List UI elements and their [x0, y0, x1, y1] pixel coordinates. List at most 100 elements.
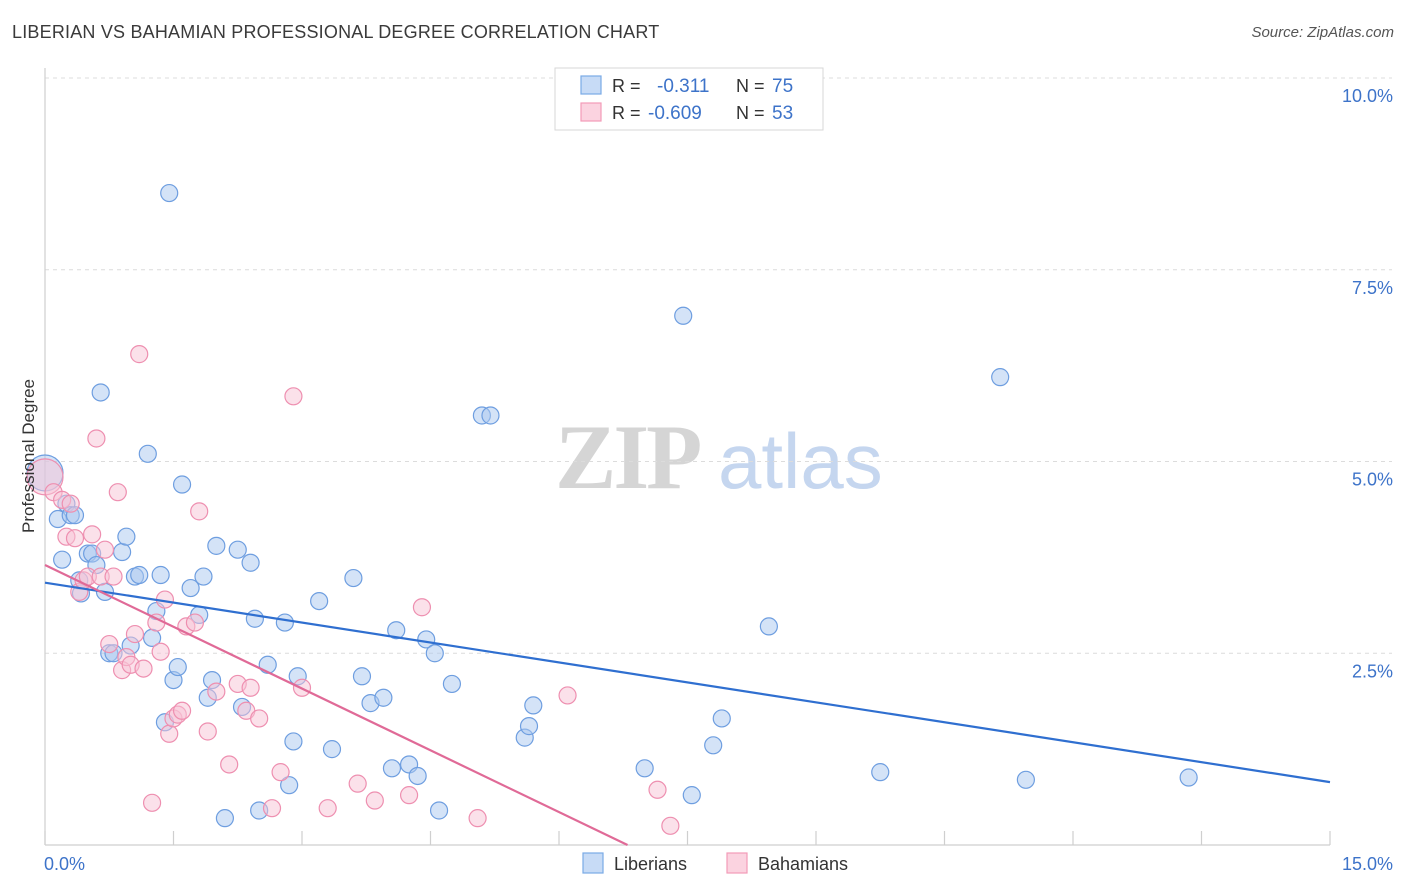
bahamians-point-52 — [661, 816, 680, 835]
liberians-point-34 — [207, 536, 226, 555]
bahamians-point-40 — [262, 799, 282, 818]
liberians-point-70 — [759, 617, 778, 636]
watermark-zip: ZIP — [555, 406, 700, 508]
bottom-legend: Liberians Bahamians — [582, 852, 848, 874]
bahamians-point-26 — [160, 724, 179, 743]
bahamians-point-48 — [412, 598, 432, 617]
liberians-point-39 — [245, 609, 264, 628]
bahamians-point-35 — [220, 755, 239, 774]
bahamians-point-33 — [198, 722, 217, 741]
stats-legend: R = -0.311 N = 75 R = -0.609 N = 53 — [554, 67, 824, 131]
bahamians-point-31 — [185, 613, 205, 632]
y-tick-label-2: 7.5% — [1352, 278, 1393, 298]
bahamians-point-10 — [87, 429, 106, 448]
liberians-point-58 — [429, 801, 449, 820]
y-tick-label-0: 2.5% — [1352, 661, 1393, 681]
trend-lines — [44, 564, 1331, 846]
bahamians-points — [26, 345, 680, 835]
legend-bahamians-label: Bahamians — [758, 854, 848, 874]
bahamians-point-34 — [207, 682, 226, 701]
liberians-point-61 — [481, 406, 500, 425]
legend-liberians-swatch — [582, 852, 604, 874]
bahamians-point-29 — [172, 701, 192, 720]
bahamians-point-32 — [190, 502, 209, 521]
bahamians-point-50 — [558, 686, 577, 705]
bahamians-point-9 — [83, 525, 102, 544]
liberians-point-55 — [408, 766, 427, 786]
liberians-point-49 — [352, 667, 372, 686]
bahamians-point-47 — [399, 786, 419, 805]
liberians-points — [26, 183, 1198, 828]
liberians-r-value: -0.311 — [657, 76, 709, 97]
bahamians-point-38 — [241, 678, 260, 697]
bahamians-n-value: 53 — [772, 103, 793, 124]
liberians-point-72 — [991, 368, 1010, 387]
liberians-point-57 — [425, 644, 444, 663]
liberians-point-19 — [130, 565, 149, 585]
bahamians-point-45 — [348, 774, 367, 793]
bahamians-r-value: -0.609 — [648, 103, 702, 124]
bahamians-point-12 — [95, 540, 115, 559]
liberians-point-29 — [181, 578, 200, 598]
bahamians-point-42 — [284, 387, 303, 406]
x-tick-label-min: 0.0% — [44, 854, 85, 874]
bahamians-point-5 — [65, 529, 85, 548]
liberians-point-35 — [215, 809, 234, 828]
liberians-r-label: R = — [612, 76, 641, 96]
tick-labels: 0.0% 15.0% 2.5% 5.0% 7.5% 10.0% — [44, 86, 1393, 874]
bahamians-point-51 — [648, 780, 667, 799]
liberians-point-51 — [374, 688, 393, 707]
y-axis-label: Professional Degree — [19, 379, 38, 533]
liberians-n-value: 75 — [772, 76, 793, 97]
liberians-point-16 — [117, 527, 136, 546]
liberians-point-71 — [871, 763, 890, 782]
bahamians-point-41 — [271, 763, 290, 782]
liberians-swatch — [580, 75, 602, 95]
liberians-point-73 — [1016, 770, 1035, 789]
y-tick-label-1: 5.0% — [1352, 470, 1393, 490]
liberians-point-25 — [160, 183, 179, 203]
bahamians-point-15 — [108, 483, 127, 502]
bahamians-point-14 — [104, 567, 123, 586]
bahamians-point-21 — [134, 659, 153, 678]
liberians-point-74 — [1179, 768, 1198, 787]
bahamians-point-39 — [250, 709, 269, 728]
liberians-point-11 — [91, 383, 110, 402]
bahamians-point-44 — [318, 799, 337, 818]
liberians-point-65 — [635, 759, 654, 778]
liberians-point-46 — [310, 591, 329, 611]
bahamians-point-46 — [365, 791, 384, 810]
bahamians-point-24 — [151, 642, 170, 661]
liberians-point-20 — [138, 444, 157, 463]
liberians-point-48 — [344, 568, 363, 588]
liberians-trend-line — [44, 581, 1331, 784]
liberians-point-68 — [704, 736, 723, 755]
liberians-point-52 — [382, 759, 402, 778]
liberians-point-41 — [258, 655, 277, 674]
bahamians-point-4 — [61, 494, 80, 513]
liberians-point-67 — [682, 786, 701, 805]
bahamians-point-49 — [468, 809, 487, 828]
y-tick-label-3: 10.0% — [1342, 86, 1393, 106]
bahamians-point-19 — [125, 624, 145, 644]
liberians-point-43 — [280, 776, 299, 795]
legend-bahamians-swatch — [726, 852, 748, 874]
liberians-n-label: N = — [736, 76, 765, 96]
liberians-point-63 — [519, 717, 539, 736]
liberians-point-38 — [241, 553, 260, 572]
liberians-point-64 — [524, 696, 543, 715]
bahamians-r-label: R = — [612, 103, 641, 123]
source-label: Source: ZipAtlas.com — [1251, 24, 1394, 41]
liberians-point-28 — [172, 475, 192, 494]
liberians-point-42 — [275, 613, 294, 632]
bahamians-n-label: N = — [736, 103, 765, 123]
legend-liberians-label: Liberians — [614, 854, 687, 874]
liberians-point-36 — [228, 540, 247, 559]
liberians-point-66 — [674, 306, 693, 325]
bahamians-point-13 — [100, 634, 119, 654]
liberians-point-31 — [194, 567, 213, 586]
liberians-point-44 — [284, 732, 303, 751]
liberians-point-15 — [112, 542, 132, 562]
liberians-point-23 — [151, 565, 170, 585]
chart-title: LIBERIAN VS BAHAMIAN PROFESSIONAL DEGREE… — [12, 22, 660, 42]
